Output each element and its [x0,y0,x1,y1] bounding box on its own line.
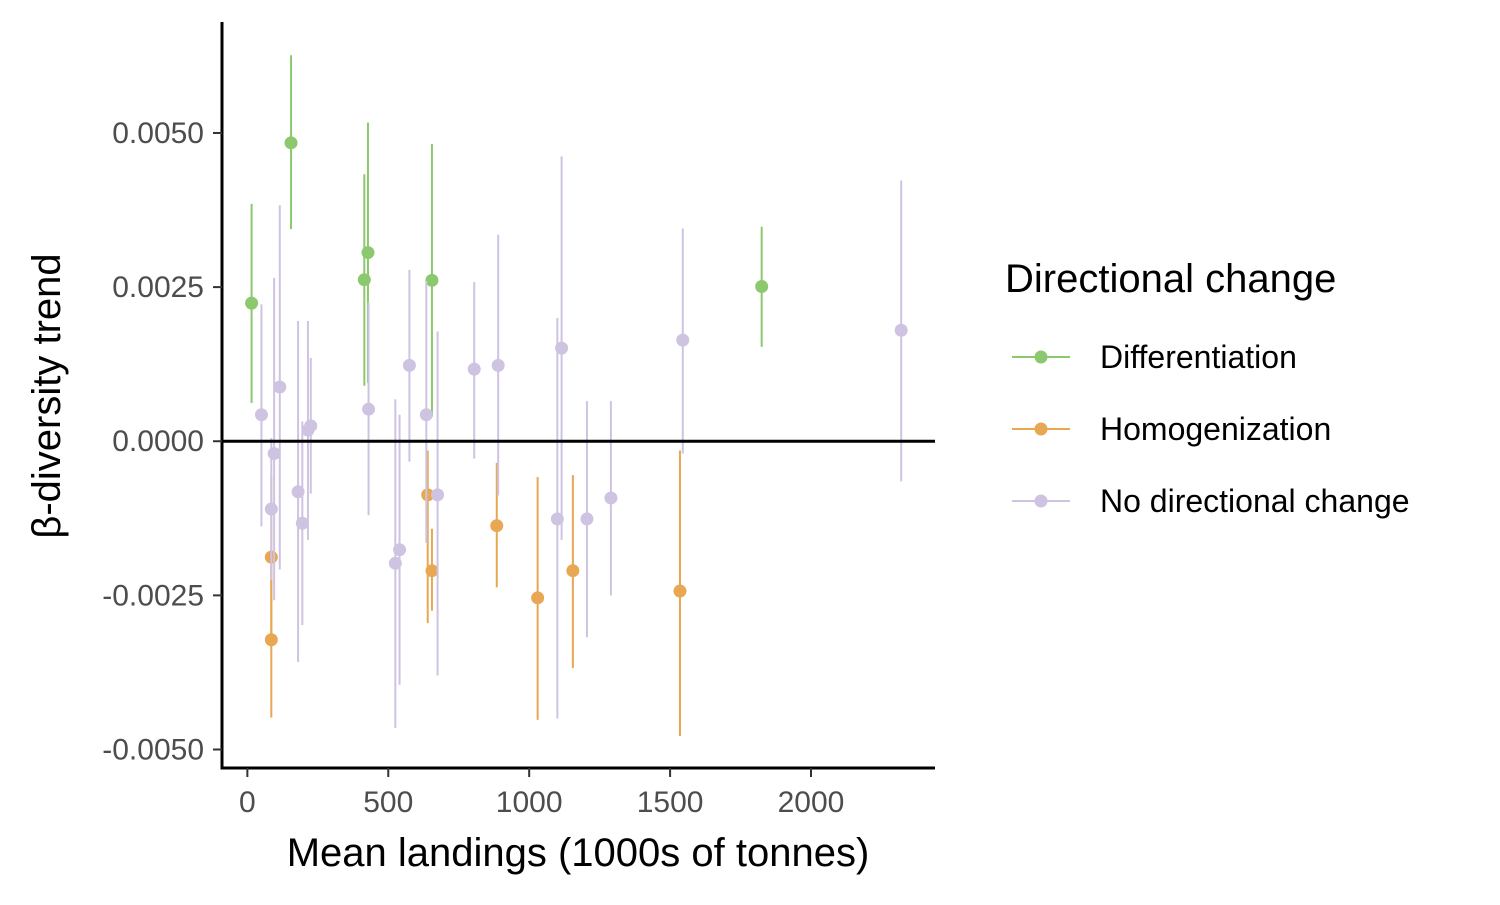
x-tick-label: 0 [239,786,256,819]
y-tick-label: 0.0025 [112,271,204,304]
legend-label: Homogenization [1100,411,1331,447]
data-point [402,358,416,372]
data-point [491,358,505,372]
data-point [431,488,445,502]
legend-title: Directional change [1005,257,1336,301]
data-point [419,408,433,422]
data-point [676,333,690,347]
data-point [393,543,407,557]
series-no-directional-change [254,156,908,728]
data-point [580,512,594,526]
axes: 0 500 1000 1500 2000 -0.0050 -0.0025 0.0000 0.00… [102,22,935,819]
series-homogenization [264,450,687,736]
data-point [361,246,375,260]
x-tick-label: 500 [363,786,413,819]
legend-key [1012,494,1070,508]
y-tick-label: 0.0050 [112,117,204,150]
y-tick-label: 0.0000 [112,425,204,458]
data-point [894,323,908,337]
series-differentiation [245,55,769,417]
data-point [755,279,769,293]
legend-key [1012,422,1070,436]
x-tick-label: 2000 [778,786,845,819]
legend: Directional change Differentiation Homoge… [1005,257,1410,519]
data-point [362,402,376,416]
data-point [264,502,278,516]
data-point [254,408,268,422]
data-point [245,296,259,310]
data-point [425,564,439,578]
legend-key-point [1034,422,1048,436]
data-point [421,488,435,502]
legend-key-point [1034,494,1048,508]
data-point [673,584,687,598]
data-point [295,516,309,530]
data-point [273,380,287,394]
data-point [284,136,298,150]
data-point [490,519,504,533]
legend-key-point [1034,350,1048,364]
plot-area [222,55,935,736]
data-point [267,447,281,461]
x-axis-title: Mean landings (1000s of tonnes) [287,831,870,875]
data-point [304,419,318,433]
legend-label: No directional change [1100,483,1410,519]
data-point [467,362,481,376]
y-tick-label: -0.0050 [102,734,204,767]
data-point [566,564,580,578]
legend-label: Differentiation [1100,339,1297,375]
legend-key [1012,350,1070,364]
data-point [531,591,545,605]
data-point [555,341,569,355]
x-tick-label: 1500 [637,786,704,819]
y-tick-label: -0.0025 [102,579,204,612]
data-point [604,491,618,505]
y-axis-title: β-diversity trend [25,253,69,538]
data-point [264,633,278,647]
x-tick-label: 1000 [496,786,563,819]
data-point [425,273,439,287]
